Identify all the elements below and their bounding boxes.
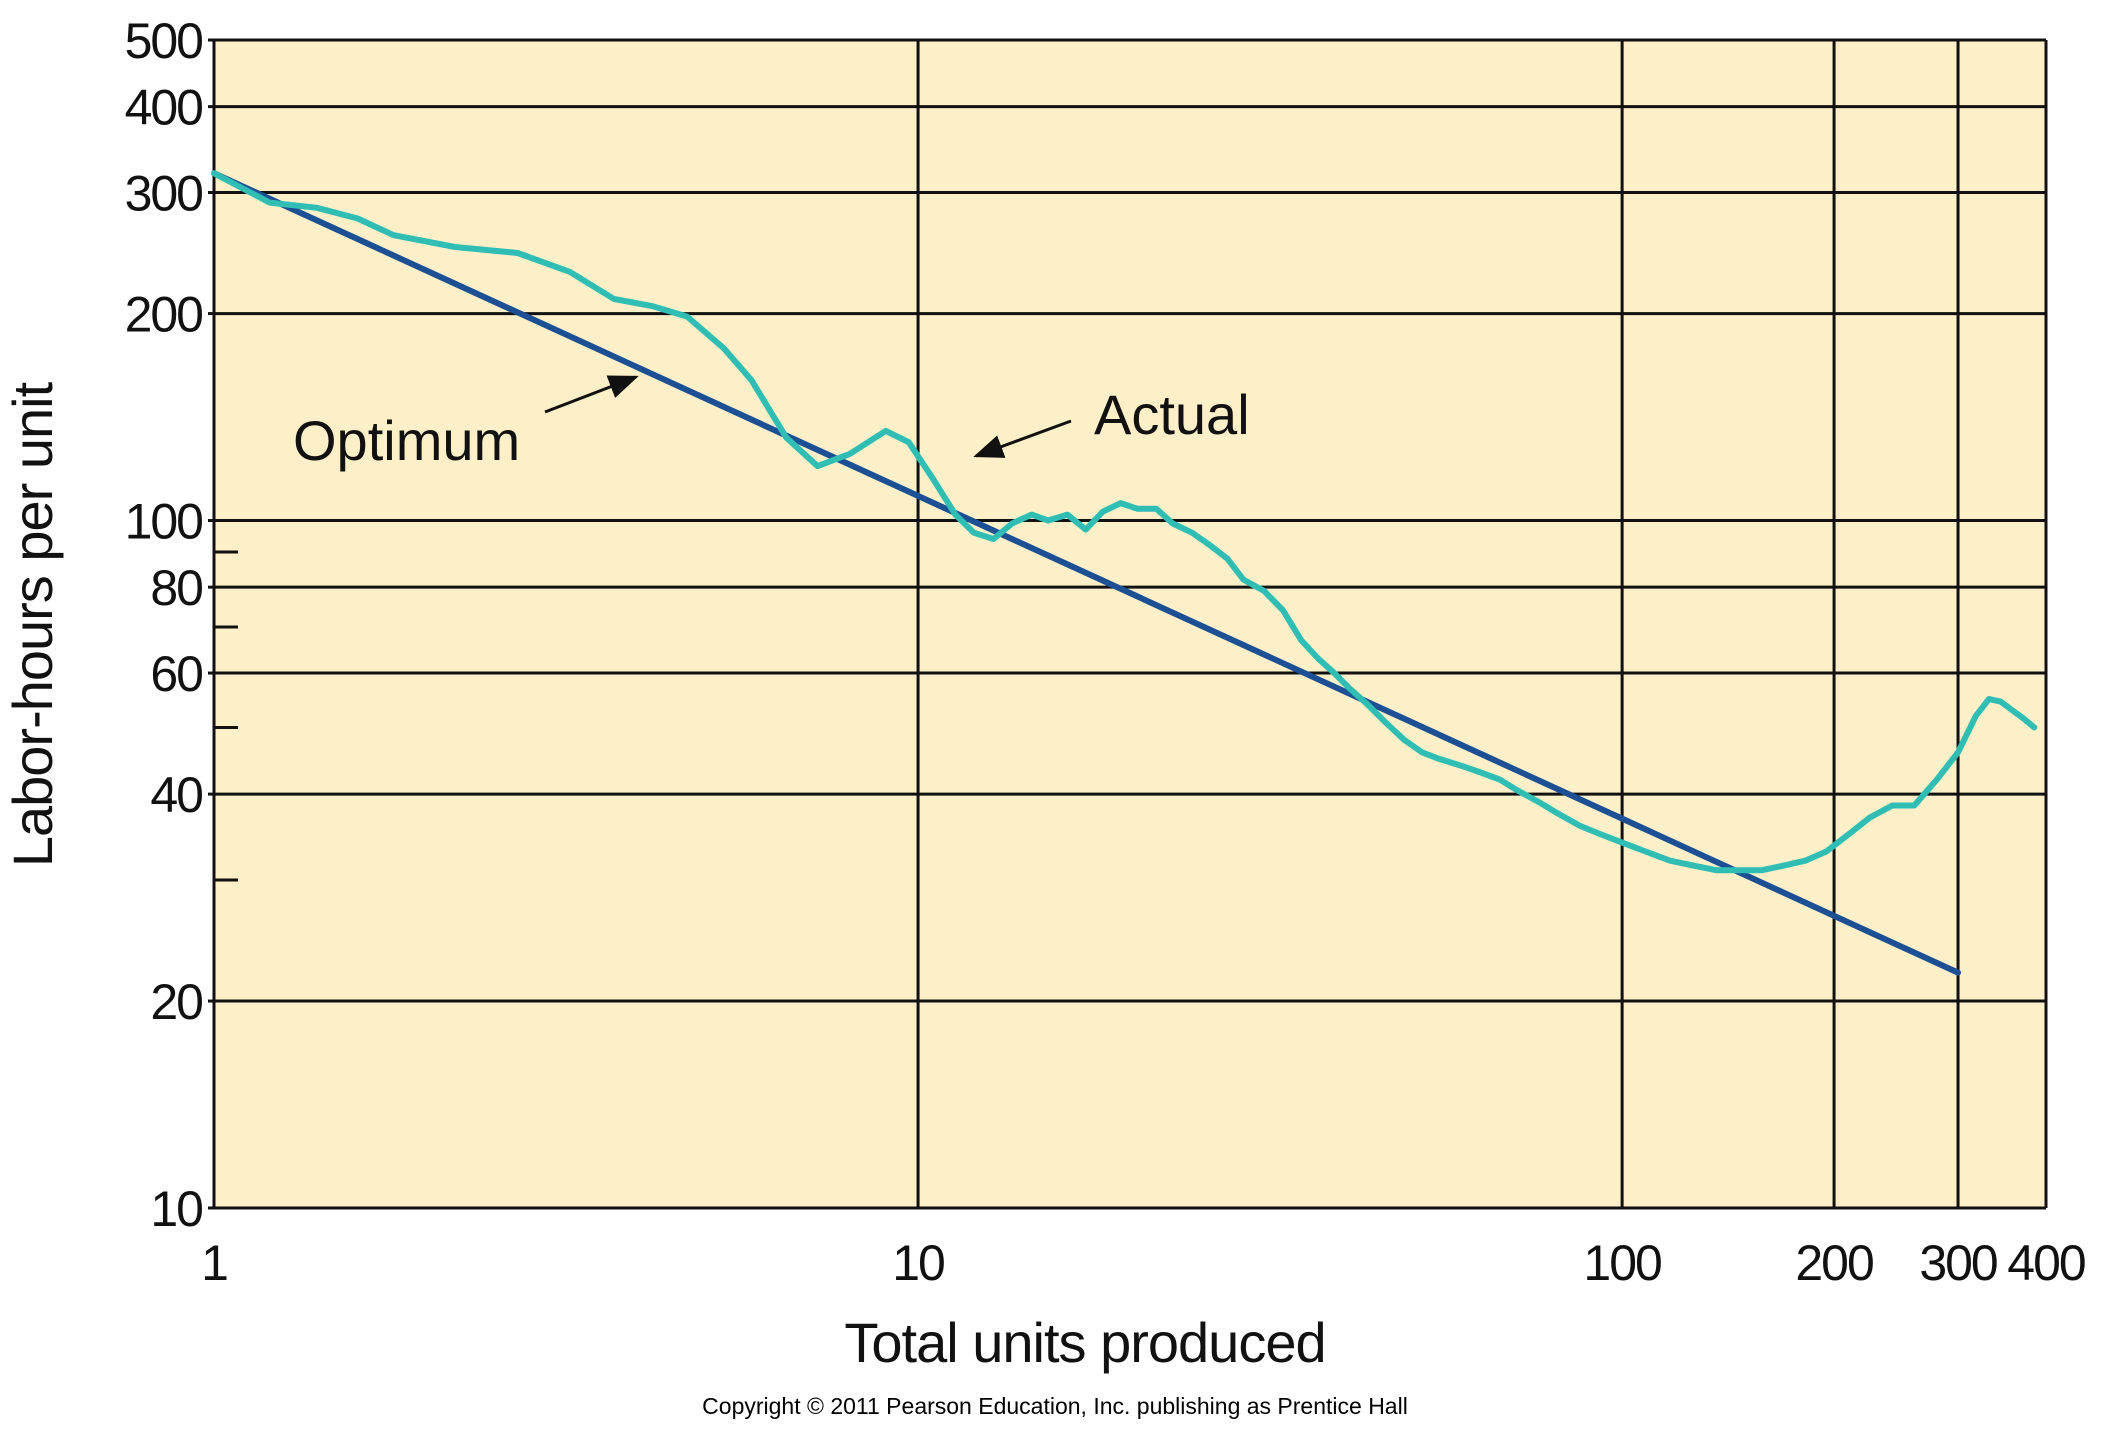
y-tick-label: 500 <box>125 13 203 69</box>
y-tick-label: 300 <box>125 166 203 222</box>
x-tick-label: 300 <box>1919 1235 1997 1291</box>
y-tick-label: 100 <box>125 494 203 550</box>
series-lines <box>211 170 2038 976</box>
series-line-optimum <box>211 170 1961 976</box>
annotations: Optimum Actual <box>293 375 1250 472</box>
copyright-text: Copyright © 2011 Pearson Education, Inc.… <box>702 1393 1408 1419</box>
x-tick-label: 400 <box>2007 1235 2085 1291</box>
x-tick-label: 100 <box>1583 1235 1661 1291</box>
annotation-actual-label: Actual <box>1094 383 1250 446</box>
y-tick-label: 40 <box>150 767 202 823</box>
y-tick-label: 80 <box>150 560 202 616</box>
axis-ticks <box>208 38 238 1210</box>
series-line-actual <box>211 170 2038 874</box>
annotation-actual-arrow <box>973 419 1072 458</box>
y-tick-label: 400 <box>125 80 203 136</box>
y-tick-label: 10 <box>150 1181 202 1237</box>
plot-area <box>214 40 2046 1208</box>
x-tick-label: 200 <box>1795 1235 1873 1291</box>
y-tick-label: 20 <box>150 974 202 1030</box>
y-tick-label: 200 <box>125 287 203 343</box>
x-axis-title: Total units produced <box>844 1311 1325 1374</box>
annotation-optimum-label: Optimum <box>293 409 520 472</box>
annotation-optimum-arrow <box>544 375 639 414</box>
x-tick-label: 1 <box>201 1235 227 1291</box>
y-tick-label: 60 <box>150 646 202 702</box>
y-axis-title: Labor-hours per unit <box>1 381 64 867</box>
x-tick-label: 10 <box>892 1235 944 1291</box>
